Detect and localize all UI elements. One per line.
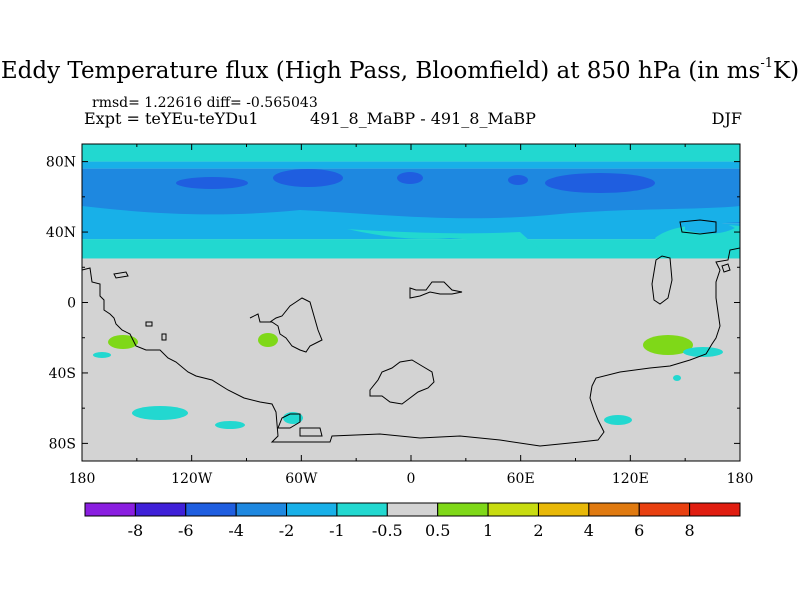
- coastline-small: [161, 333, 167, 341]
- cyan-patch: [604, 415, 632, 425]
- colorbar-label: -6: [178, 521, 194, 540]
- cyan-patch: [132, 406, 188, 420]
- y-tick-label: 40S: [49, 366, 76, 382]
- x-tick-label: 0: [407, 471, 416, 487]
- colorbar-swatch: [487, 502, 539, 517]
- x-tick-label: 60E: [507, 471, 535, 487]
- dark-blue-patch: [273, 169, 343, 187]
- season-label: DJF: [711, 109, 742, 128]
- colorbar-label: 8: [685, 521, 695, 540]
- coastline-small: [145, 321, 153, 327]
- x-tick-label: 120W: [171, 471, 213, 487]
- zonal-band: [82, 144, 740, 162]
- green-patch: [258, 333, 278, 347]
- coastline-small: [113, 271, 129, 279]
- colorbar-swatch: [588, 502, 640, 517]
- coastline-island: [409, 281, 463, 299]
- y-tick-label: 80N: [46, 155, 76, 171]
- coastline-penrose: [277, 413, 301, 429]
- colorbar-swatch: [386, 502, 439, 517]
- colorbar-label: 1: [483, 521, 493, 540]
- x-tick-label: 60W: [285, 471, 318, 487]
- axis-ticks: 180 120W 60W 0 60E 120E 180 80N 40N 0 40S 80S: [46, 144, 753, 487]
- cyan-patch: [673, 375, 681, 381]
- map-field: [82, 144, 740, 461]
- light-blue-band-edge: [82, 206, 740, 234]
- dark-blue-patch: [397, 172, 423, 184]
- colorbar-label: 6: [634, 521, 644, 540]
- dark-blue-patch: [508, 175, 528, 185]
- coastline-ne: [679, 219, 717, 235]
- stats-text: rmsd= 1.22616 diff= -0.565043: [92, 95, 318, 111]
- dark-blue-patch: [176, 177, 248, 189]
- cyan-patch: [215, 421, 245, 429]
- colorbar-label: 2: [533, 521, 543, 540]
- colorbar-label: -0.5: [372, 521, 403, 540]
- green-patch: [108, 335, 138, 349]
- x-tick-label: 180: [727, 471, 754, 487]
- colorbar-label: -2: [279, 521, 295, 540]
- x-tick-label: 120E: [612, 471, 649, 487]
- colorbar-swatch: [537, 502, 590, 517]
- case-label: 491_8_MaBP - 491_8_MaBP: [310, 109, 536, 128]
- y-tick-label: 0: [67, 296, 76, 312]
- dark-blue-patch: [545, 173, 655, 193]
- y-tick-label: 80S: [49, 436, 76, 452]
- coastline-americas: [82, 247, 740, 447]
- colorbar-label: 0.5: [425, 521, 450, 540]
- coastline-small: [721, 263, 731, 273]
- colorbar-swatch: [286, 502, 338, 517]
- chart-title: Eddy Temperature flux (High Pass, Bloomf…: [0, 56, 800, 84]
- x-tick-label: 180: [69, 471, 96, 487]
- zonal-bands: [82, 144, 740, 259]
- coastline-east: [651, 255, 673, 305]
- colorbar-swatch: [689, 502, 741, 517]
- coastline-antarctic: [369, 359, 435, 405]
- green-patch: [643, 335, 693, 355]
- experiment-label: Expt = teYEu-teYDu1: [84, 109, 259, 128]
- coastlines: [82, 219, 740, 447]
- colorbar-label: 4: [584, 521, 594, 540]
- colorbar-swatch: [134, 502, 187, 517]
- zonal-band: [82, 161, 740, 169]
- zonal-band: [82, 239, 740, 259]
- light-blue-pacific-ne: [685, 221, 735, 234]
- coastline-africa: [249, 297, 323, 353]
- colorbar-swatch: [185, 502, 237, 517]
- colorbar-swatch: [235, 502, 288, 517]
- cyan-patch: [683, 347, 723, 357]
- colorbar-swatch: [638, 502, 691, 517]
- colorbar-label: -4: [228, 521, 244, 540]
- cyan-patch: [93, 352, 111, 358]
- y-tick-label: 40N: [46, 225, 76, 241]
- coastline-penrose: [299, 427, 323, 437]
- colorbar: -8 -6 -4 -2 -1 -0.5 0.5 1 2 4 6 8: [84, 502, 741, 540]
- colorbar-swatch: [437, 502, 489, 517]
- colorbar-label: -8: [128, 521, 144, 540]
- colorbar-swatch: [336, 502, 388, 517]
- colorbar-label: -1: [329, 521, 345, 540]
- colorbar-swatch: [84, 502, 136, 517]
